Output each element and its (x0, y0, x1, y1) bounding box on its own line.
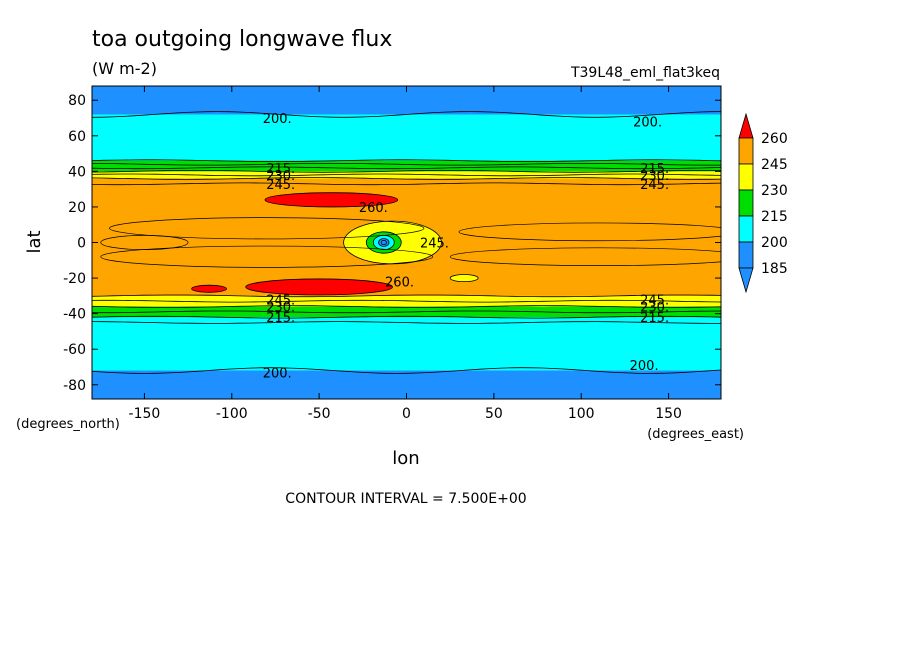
y-tick-label: -60 (63, 342, 86, 358)
colorbar-label: 245 (761, 157, 788, 173)
contour-label: 245. (640, 293, 669, 308)
contour-line (92, 294, 721, 298)
contour-label: 230. (266, 301, 295, 316)
contour-label: 215. (640, 162, 669, 177)
chart-title: toa outgoing longwave flux (92, 27, 392, 52)
contour-label: 260. (359, 201, 388, 216)
weak-contour (449, 247, 721, 266)
contour-label: 215. (266, 311, 295, 326)
contour-labels: 200. 200.215.230.245.215.230.245.260.245.… (263, 112, 669, 381)
colorbar-segment (738, 137, 754, 165)
x-tick-label: 50 (485, 406, 503, 422)
yellow-patch (449, 274, 479, 283)
weak-contour (458, 222, 721, 242)
contour-line (92, 170, 721, 173)
contour-line (92, 111, 721, 118)
contour-label: 215. (266, 162, 295, 177)
contour-label: 245. (266, 178, 295, 193)
y-tick-label: -20 (63, 271, 86, 287)
minimum-core (378, 238, 390, 247)
contour-line (92, 321, 721, 324)
contour-interval-footer: CONTOUR INTERVAL = 7.500E+00 (285, 491, 526, 507)
y-units-label: (degrees_north) (16, 417, 120, 432)
contour-label: 245. (266, 293, 295, 308)
contour-line (92, 163, 721, 166)
x-units-label: (degrees_east) (647, 427, 744, 442)
contour-label: 215. (640, 311, 669, 326)
contour-line (92, 299, 721, 303)
weak-contour (100, 245, 434, 268)
colorbar-segment (738, 241, 754, 269)
colorbar-bottom-arrow (738, 267, 754, 294)
contour-label: 245. (640, 178, 669, 193)
y-tick-label: 80 (68, 93, 86, 109)
weak-contour (109, 217, 425, 240)
colorbar-label: 200 (761, 235, 788, 251)
max-region-south (245, 278, 393, 296)
contour-label: 200. (633, 116, 662, 131)
contour-fill (92, 86, 721, 399)
contour-label: 245. (420, 237, 449, 252)
colorbar-label: 185 (761, 261, 788, 277)
x-tick-label: 100 (568, 406, 595, 422)
contour-line (92, 367, 721, 374)
contour-label: 200. (263, 112, 292, 127)
chart-units: (W m-2) (92, 59, 157, 78)
contour-line (92, 315, 721, 319)
contour-line (92, 182, 721, 186)
max-region-southwest (191, 284, 227, 293)
contour-label: 260. (385, 276, 414, 291)
contour-label: 200. (263, 366, 292, 381)
y-tick-label: 60 (68, 129, 86, 145)
dataset-label: T39L48_eml_flat3keq (570, 65, 720, 81)
contour-label: 230. (266, 169, 295, 184)
x-tick-label: -100 (216, 406, 248, 422)
contour-label: 230. (640, 301, 669, 316)
y-tick-label: 40 (68, 164, 86, 180)
colorbar-label: 230 (761, 183, 788, 199)
x-axis-label: lon (392, 448, 419, 469)
contour-label: 230. (640, 169, 669, 184)
contour-line (92, 159, 721, 162)
max-region-north (264, 192, 399, 208)
colorbar-label: 260 (761, 131, 788, 147)
contour-line (92, 166, 721, 170)
weak-contour (100, 235, 189, 250)
contour-lines (92, 111, 721, 374)
minimum-center (380, 239, 387, 246)
zonal-band (92, 114, 721, 162)
contour-line (92, 305, 721, 308)
axes: -150 -100 -50 0 50 100 150 80 60 40 20 0 -20 -40 -60 -8… (63, 86, 721, 422)
colorbar-segment (738, 215, 754, 243)
zonal-band (92, 160, 721, 172)
y-tick-label: 20 (68, 200, 86, 216)
x-tick-label: -50 (308, 406, 331, 422)
x-tick-label: 0 (402, 406, 411, 422)
colorbar-segment (738, 189, 754, 217)
y-tick-label: -40 (63, 307, 86, 323)
colorbar-top-arrow (738, 112, 754, 139)
y-axis-label: lat (24, 230, 45, 253)
contour-line (92, 310, 721, 314)
colorbar-segment (738, 163, 754, 191)
zonal-band (92, 171, 721, 180)
y-tick-label: -80 (63, 378, 86, 394)
zonal-band (92, 295, 721, 308)
y-tick-label: 0 (77, 236, 86, 252)
contour-line (92, 177, 721, 180)
colorbar-label: 215 (761, 209, 788, 225)
x-tick-label: 150 (655, 406, 682, 422)
contour-label: 200. (630, 359, 659, 374)
colorbar: 260 245 230 215 200 185 (738, 112, 788, 294)
x-tick-label: -150 (129, 406, 161, 422)
contour-line (92, 173, 721, 177)
zonal-band (92, 317, 721, 372)
